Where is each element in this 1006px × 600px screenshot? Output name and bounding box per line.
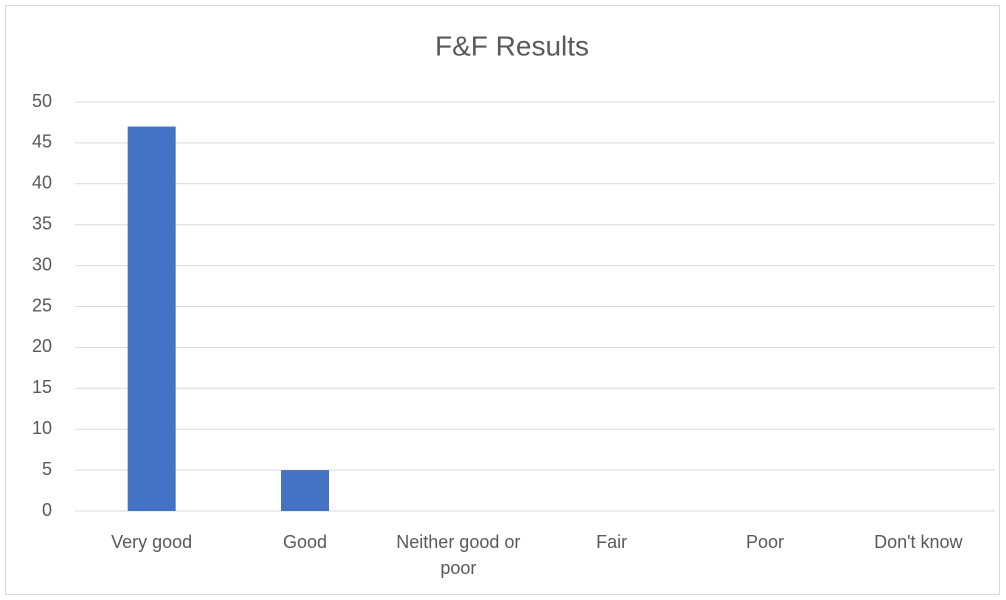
y-tick-label: 30	[32, 254, 52, 274]
bar	[281, 470, 329, 511]
bar	[127, 126, 176, 511]
y-tick-label: 35	[32, 213, 52, 233]
y-tick-label: 50	[32, 91, 52, 111]
chart-title: F&F Results	[435, 30, 589, 61]
x-tick-label: Fair	[596, 532, 628, 552]
y-tick-label: 0	[42, 500, 52, 520]
x-tick-label: Very good	[111, 532, 193, 552]
y-tick-label: 10	[32, 418, 52, 438]
x-tick-label: Poor	[745, 532, 785, 552]
y-tick-label: 20	[32, 336, 52, 356]
x-tick-label: Don't know	[874, 532, 963, 552]
x-tick-label: Neither good or poor	[396, 532, 521, 578]
y-tick-label: 25	[32, 295, 52, 315]
y-tick-label: 5	[42, 459, 52, 479]
y-tick-label: 40	[32, 173, 52, 193]
x-tick-label: Good	[282, 532, 328, 552]
y-tick-label: 45	[32, 132, 52, 152]
y-tick-label: 15	[32, 377, 52, 397]
